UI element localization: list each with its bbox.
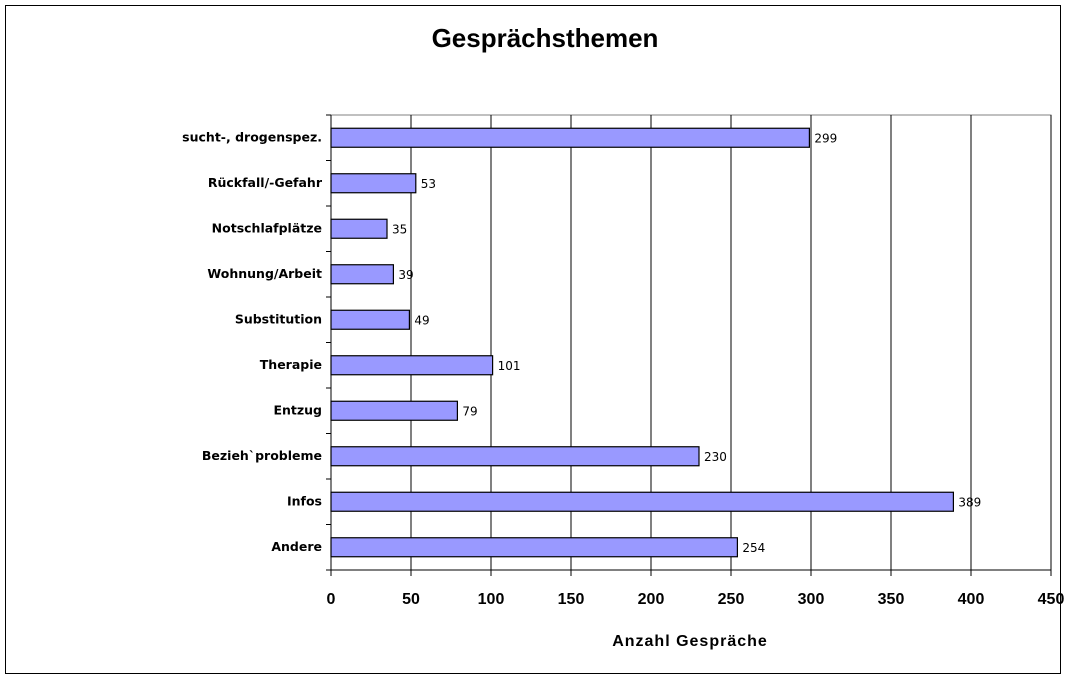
x-tick-label: 350 (878, 591, 905, 608)
x-tick-label: 300 (798, 591, 825, 608)
bar (330, 218, 388, 239)
data-label: 254 (742, 541, 765, 555)
data-label: 35 (392, 222, 407, 236)
x-tick-label: 250 (718, 591, 745, 608)
bar (330, 491, 955, 512)
data-label: 101 (498, 359, 521, 373)
y-tick-label: Therapie (260, 357, 322, 372)
y-tick-label: Entzug (273, 402, 322, 417)
bar (330, 400, 459, 421)
bar (330, 264, 395, 285)
x-tick-label: 50 (402, 591, 420, 608)
y-tick-label: Infos (287, 493, 322, 508)
y-tick-label: Notschlafplätze (212, 220, 322, 235)
bar (330, 173, 417, 194)
x-tick-label: 200 (638, 591, 665, 608)
bar (330, 309, 411, 330)
chart-border (5, 5, 1061, 674)
bar (330, 537, 738, 558)
bar (330, 355, 494, 376)
data-label: 39 (398, 268, 413, 282)
x-tick-label: 150 (558, 591, 585, 608)
y-tick-label: Bezieh`probleme (202, 448, 322, 463)
y-tick-label: Rückfall/-Gefahr (208, 175, 323, 190)
y-tick-label: Wohnung/Arbeit (207, 266, 322, 281)
y-tick-label: sucht-, drogenspez. (182, 129, 322, 144)
data-label: 53 (421, 177, 436, 191)
bar (330, 446, 700, 467)
x-tick-label: 450 (1038, 591, 1065, 608)
data-label: 79 (462, 404, 477, 418)
x-tick-label: 0 (327, 591, 336, 608)
y-tick-label: Andere (271, 539, 322, 554)
data-label: 230 (704, 450, 727, 464)
bar (330, 127, 810, 148)
x-tick-label: 400 (958, 591, 985, 608)
data-label: 299 (814, 131, 837, 145)
x-axis-label: Anzahl Gespräche (612, 633, 768, 650)
y-tick-label: Substitution (235, 311, 322, 326)
data-label: 389 (958, 495, 981, 509)
chart-title: Gesprächsthemen (432, 23, 659, 53)
data-label: 49 (414, 313, 429, 327)
x-tick-label: 100 (478, 591, 505, 608)
